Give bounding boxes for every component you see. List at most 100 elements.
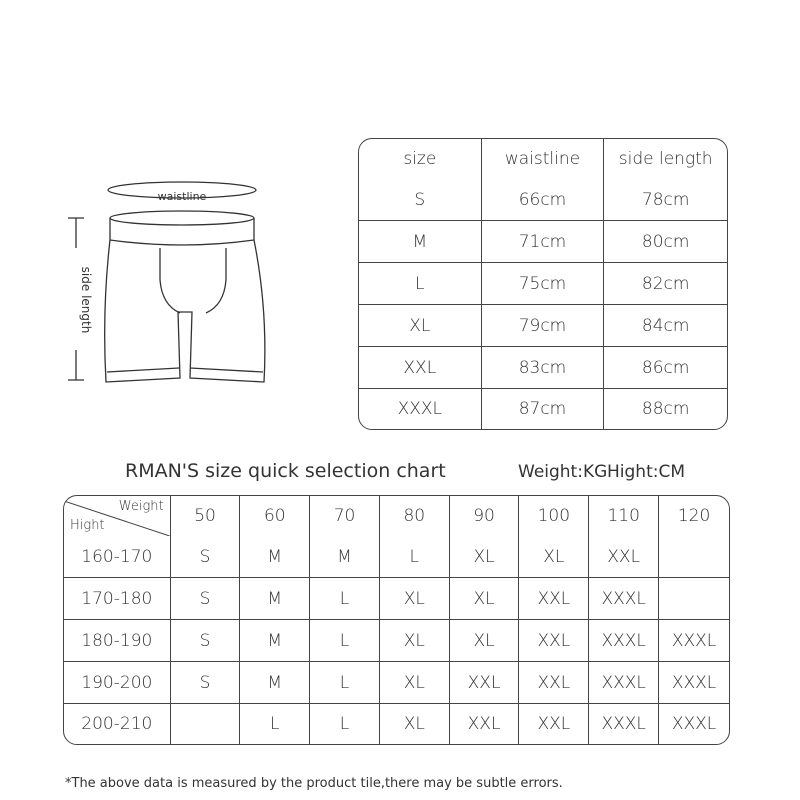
- size-cell: L: [310, 578, 380, 620]
- weight-header: 100: [519, 496, 590, 536]
- footnote: *The above data is measured by the produ…: [65, 776, 563, 791]
- table-cell: S: [359, 179, 482, 221]
- size-cell: L: [310, 704, 380, 744]
- size-cell: XL: [379, 662, 450, 704]
- table-row: 170-180 S M L XL XL XXL XXXL: [64, 578, 729, 620]
- weight-header: 60: [240, 496, 311, 536]
- table-cell: 83cm: [481, 347, 605, 389]
- header-size: size: [359, 139, 482, 179]
- waistline-label: waistline: [158, 190, 207, 203]
- size-cell: L: [379, 536, 450, 578]
- table-cell: 66cm: [481, 179, 605, 221]
- size-cell: XXL: [519, 620, 590, 662]
- weight-header: 80: [380, 496, 450, 536]
- size-cell: S: [170, 578, 241, 620]
- size-cell: L: [240, 704, 311, 744]
- size-cell: XL: [449, 536, 520, 578]
- size-cell: XXXL: [671, 714, 717, 734]
- size-cell: [659, 536, 729, 578]
- size-cell: [659, 578, 729, 620]
- table-cell: M: [359, 221, 482, 263]
- height-range: 170-180: [64, 578, 171, 620]
- size-cell: XXL: [450, 704, 520, 744]
- size-cell: XL: [380, 704, 450, 744]
- table-cell: 82cm: [604, 263, 727, 305]
- size-cell: XXXL: [589, 620, 660, 662]
- size-cell: XL: [379, 578, 450, 620]
- size-cell: S: [170, 662, 241, 704]
- weight-header: 110: [589, 496, 660, 536]
- table-cell: XL: [359, 305, 482, 347]
- side-length-label: side length: [79, 267, 93, 334]
- height-range: 160-170: [64, 536, 171, 578]
- table-cell: 71cm: [481, 221, 605, 263]
- table-cell: 78cm: [604, 179, 727, 221]
- table-row: XXL 83cm 86cm: [359, 347, 727, 389]
- weight-header: 70: [310, 496, 380, 536]
- weight-header: 120: [677, 506, 711, 526]
- table-cell: 79cm: [481, 305, 605, 347]
- height-unit: Hight:CM: [607, 462, 686, 482]
- table-cell: XXXL: [359, 389, 482, 429]
- size-cell: M: [240, 662, 311, 704]
- weight-header: 50: [171, 496, 241, 536]
- size-cell: M: [240, 578, 311, 620]
- size-cell: M: [240, 536, 311, 578]
- size-cell: XXL: [589, 536, 660, 578]
- height-range: 190-200: [64, 662, 171, 704]
- size-cell: M: [240, 620, 311, 662]
- size-cell: S: [170, 536, 241, 578]
- size-cell: L: [310, 662, 380, 704]
- corner-weight-label: Weight: [118, 499, 164, 514]
- table-header-row: Weight Hight 50 60 70 80 90 100 110 120: [64, 496, 729, 536]
- table-row: 180-190 S M L XL XL XXL XXXL XXXL: [64, 620, 729, 662]
- table-cell: 87cm: [482, 389, 605, 429]
- table-row: L 75cm 82cm: [359, 263, 727, 305]
- header-waistline: waistline: [482, 139, 605, 179]
- diagonal-divider: [64, 500, 170, 536]
- table-cell: L: [359, 263, 482, 305]
- size-measurement-table: size waistline side length S 66cm 78cm M 71c…: [358, 138, 728, 430]
- size-cell: XXL: [519, 662, 590, 704]
- quick-selection-table: Weight Hight 50 60 70 80 90 100 110 120 160-170…: [63, 495, 730, 745]
- size-cell: L: [310, 620, 380, 662]
- size-cell: S: [170, 620, 241, 662]
- corner-cell: Weight Hight: [64, 496, 171, 536]
- table-cell: 88cm: [641, 399, 690, 419]
- table-cell: 84cm: [604, 305, 727, 347]
- size-cell: XXXL: [589, 578, 660, 620]
- weight-header: 90: [450, 496, 520, 536]
- table-cell: 86cm: [604, 347, 727, 389]
- header-side-length: side length: [618, 149, 713, 169]
- table-row: 190-200 S M L XL XXL XXL XXXL XXXL: [64, 662, 729, 704]
- size-cell: [171, 704, 241, 744]
- table-row: 160-170 S M M L XL XL XXL: [64, 536, 729, 578]
- size-cell: XL: [449, 620, 520, 662]
- table-header-row: size waistline side length: [359, 139, 727, 179]
- chart-title: RMAN'S size quick selection chart: [125, 460, 446, 482]
- size-cell: XXL: [449, 662, 520, 704]
- corner-height-label: Hight: [70, 518, 105, 533]
- weight-unit: Weight:KG: [518, 462, 608, 482]
- height-range: 180-190: [64, 620, 171, 662]
- height-range: 200-210: [64, 704, 171, 744]
- size-cell: XXL: [519, 704, 590, 744]
- size-cell: XXXL: [589, 704, 660, 744]
- size-cell: XL: [379, 620, 450, 662]
- table-cell: 75cm: [481, 263, 605, 305]
- table-cell: XXL: [359, 347, 482, 389]
- table-row: XL 79cm 84cm: [359, 305, 727, 347]
- table-row: 200-210 L L XL XXL XXL XXXL XXXL: [64, 704, 729, 744]
- size-cell: M: [310, 536, 380, 578]
- table-row: S 66cm 78cm: [359, 179, 727, 221]
- table-row: M 71cm 80cm: [359, 221, 727, 263]
- size-cell: XXL: [519, 578, 590, 620]
- size-cell: XL: [449, 578, 520, 620]
- size-cell: XL: [519, 536, 590, 578]
- size-cell: XXXL: [659, 620, 729, 662]
- shorts-diagram: waistline side length: [68, 181, 266, 383]
- table-cell: 80cm: [604, 221, 727, 263]
- size-cell: XXXL: [659, 662, 729, 704]
- table-row: XXXL 87cm 88cm: [359, 389, 727, 429]
- size-cell: XXXL: [589, 662, 660, 704]
